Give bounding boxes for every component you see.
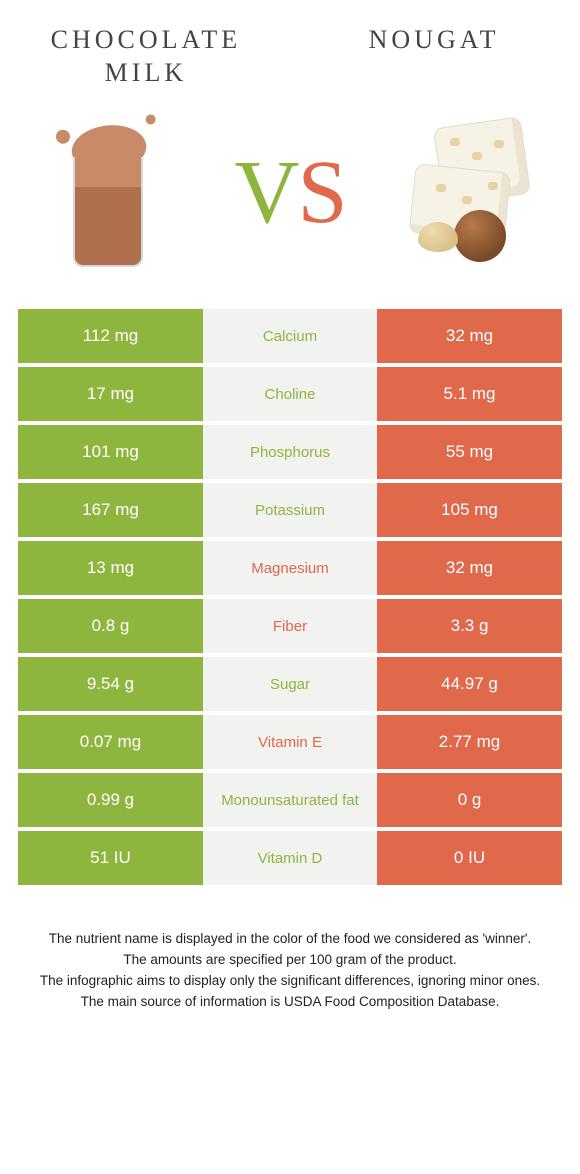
footnote-line: The infographic aims to display only the… (26, 971, 554, 992)
nutrient-label: Magnesium (203, 541, 377, 595)
right-value: 5.1 mg (377, 367, 562, 421)
table-row: 0.8 gFiber3.3 g (18, 599, 562, 653)
hero-row: VS (18, 97, 562, 305)
left-value: 167 mg (18, 483, 203, 537)
left-food-image (28, 107, 188, 277)
infographic-root: Chocolate milk Nougat VS (0, 0, 580, 1043)
nutrient-label: Fiber (203, 599, 377, 653)
left-value: 0.8 g (18, 599, 203, 653)
nutrient-label: Potassium (203, 483, 377, 537)
footnote-line: The main source of information is USDA F… (26, 992, 554, 1013)
vs-s: S (297, 143, 345, 242)
left-value: 13 mg (18, 541, 203, 595)
nutrient-label: Vitamin D (203, 831, 377, 885)
left-value: 101 mg (18, 425, 203, 479)
right-value: 2.77 mg (377, 715, 562, 769)
right-food-title: Nougat (316, 24, 552, 57)
table-row: 17 mgCholine5.1 mg (18, 367, 562, 421)
right-value: 3.3 g (377, 599, 562, 653)
right-food-image (392, 107, 552, 277)
nutrient-label: Choline (203, 367, 377, 421)
nutrient-label: Monounsaturated fat (203, 773, 377, 827)
footnote-line: The nutrient name is displayed in the co… (26, 929, 554, 950)
left-value: 51 IU (18, 831, 203, 885)
table-row: 167 mgPotassium105 mg (18, 483, 562, 537)
footnote: The nutrient name is displayed in the co… (18, 929, 562, 1013)
chocolate-milk-icon (53, 117, 163, 267)
right-value: 55 mg (377, 425, 562, 479)
table-row: 0.07 mgVitamin E2.77 mg (18, 715, 562, 769)
table-row: 101 mgPhosphorus55 mg (18, 425, 562, 479)
vs-v: V (234, 143, 297, 242)
nutrient-label: Phosphorus (203, 425, 377, 479)
right-value: 32 mg (377, 541, 562, 595)
right-value: 44.97 g (377, 657, 562, 711)
nutrient-label: Vitamin E (203, 715, 377, 769)
table-row: 112 mgCalcium32 mg (18, 309, 562, 363)
headings-row: Chocolate milk Nougat (18, 24, 562, 97)
left-value: 112 mg (18, 309, 203, 363)
left-value: 0.99 g (18, 773, 203, 827)
nougat-icon (392, 112, 552, 272)
right-value: 0 IU (377, 831, 562, 885)
table-row: 9.54 gSugar44.97 g (18, 657, 562, 711)
footnote-line: The amounts are specified per 100 gram o… (26, 950, 554, 971)
table-row: 0.99 gMonounsaturated fat0 g (18, 773, 562, 827)
right-value: 105 mg (377, 483, 562, 537)
left-value: 9.54 g (18, 657, 203, 711)
left-value: 0.07 mg (18, 715, 203, 769)
nutrient-table: 112 mgCalcium32 mg17 mgCholine5.1 mg101 … (18, 305, 562, 889)
right-value: 0 g (377, 773, 562, 827)
vs-label: VS (234, 141, 345, 244)
right-value: 32 mg (377, 309, 562, 363)
left-food-title: Chocolate milk (28, 24, 264, 89)
table-row: 13 mgMagnesium32 mg (18, 541, 562, 595)
nutrient-label: Calcium (203, 309, 377, 363)
table-row: 51 IUVitamin D0 IU (18, 831, 562, 885)
left-value: 17 mg (18, 367, 203, 421)
nutrient-label: Sugar (203, 657, 377, 711)
